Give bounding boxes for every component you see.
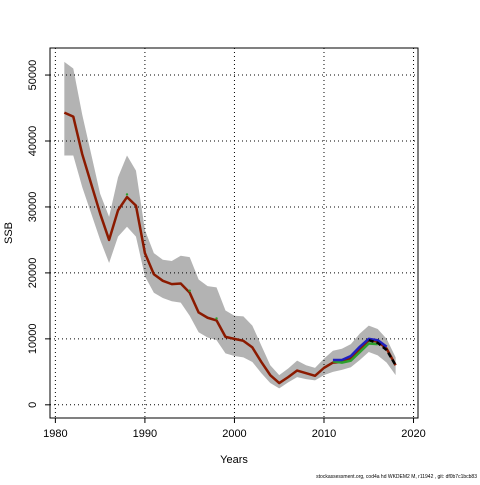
y-axis-label: SSB <box>3 222 15 244</box>
confidence-band <box>64 61 396 389</box>
y-tick-label: 20000 <box>27 258 39 289</box>
y-tick-label: 40000 <box>27 126 39 157</box>
x-axis-label: Years <box>220 454 248 466</box>
y-tick-label: 30000 <box>27 192 39 223</box>
series-line <box>332 337 388 362</box>
x-tick-label: 2000 <box>222 428 246 440</box>
x-tick-label: 1990 <box>133 428 157 440</box>
series-point <box>188 289 191 292</box>
plot-frame <box>49 47 419 419</box>
x-tick-label: 1980 <box>43 428 67 440</box>
series-line <box>332 342 378 364</box>
footnote: stockassessment.org, cod4a hd WKDEM2 M, … <box>316 474 477 480</box>
y-tick-label: 10000 <box>27 324 39 355</box>
series-line <box>368 338 397 366</box>
series-point <box>215 317 218 320</box>
x-tick-label: 2010 <box>312 428 336 440</box>
series-point <box>125 193 129 196</box>
x-tick-label: 2020 <box>401 428 425 440</box>
y-tick-label: 50000 <box>27 60 39 91</box>
y-tick-label: 0 <box>27 402 39 408</box>
